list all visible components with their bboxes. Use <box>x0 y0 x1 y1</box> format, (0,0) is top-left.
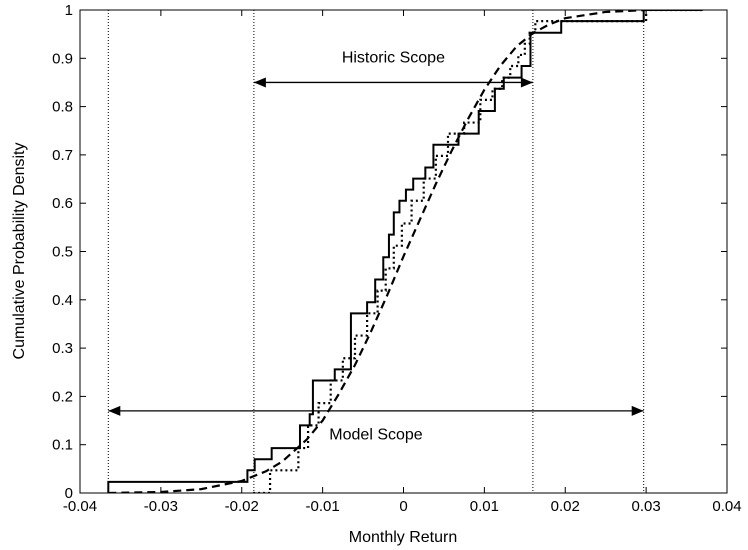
x-tick-label: 0 <box>399 498 407 515</box>
y-tick-label: 0.1 <box>52 437 73 454</box>
y-tick-label: 0.6 <box>52 195 73 212</box>
scope-boundary-lines <box>107 10 645 493</box>
x-tick-label: -0.04 <box>63 498 97 515</box>
y-tick-label: 0.4 <box>52 292 73 309</box>
plot-area <box>79 9 728 494</box>
x-tick-label: -0.01 <box>306 498 340 515</box>
series-layer <box>107 10 703 493</box>
y-tick-label: 0.9 <box>52 50 73 67</box>
x-axis-label: Monthly Return <box>349 529 458 546</box>
y-tick-label: 0 <box>65 485 73 502</box>
historic-scope-arrowhead-left <box>253 77 266 88</box>
model-scope-label: Model Scope <box>329 426 422 443</box>
y-axis-label: Cumulative Probability Density <box>11 143 28 360</box>
y-tick-label: 1 <box>65 2 73 19</box>
x-tick-label: 0.04 <box>712 498 741 515</box>
x-tick-label: -0.02 <box>225 498 259 515</box>
y-tick-label: 0.5 <box>52 244 73 261</box>
series-dashed-line <box>108 10 647 493</box>
model-scope-arrowhead-right <box>631 405 644 416</box>
annotation-layer: Historic Scope Model Scope <box>108 50 644 443</box>
x-tick-label: -0.03 <box>144 498 178 515</box>
axes-layer: -0.04 -0.03 -0.02 -0.01 0 0.01 0.02 0.03 0.04 0 0.… <box>52 2 741 515</box>
y-tick-label: 0.8 <box>52 99 73 116</box>
x-tick-label: 0.03 <box>632 498 661 515</box>
y-tick-label: 0.7 <box>52 147 73 164</box>
y-tick-label: 0.3 <box>52 340 73 357</box>
series-solid-line <box>107 10 703 493</box>
y-tick-label: 0.2 <box>52 388 73 405</box>
x-tick-label: 0.02 <box>551 498 580 515</box>
model-scope-arrowhead-left <box>108 405 121 416</box>
historic-scope-arrowhead-right <box>520 77 533 88</box>
historic-scope-label: Historic Scope <box>342 50 445 67</box>
x-tick-label: 0.01 <box>470 498 499 515</box>
